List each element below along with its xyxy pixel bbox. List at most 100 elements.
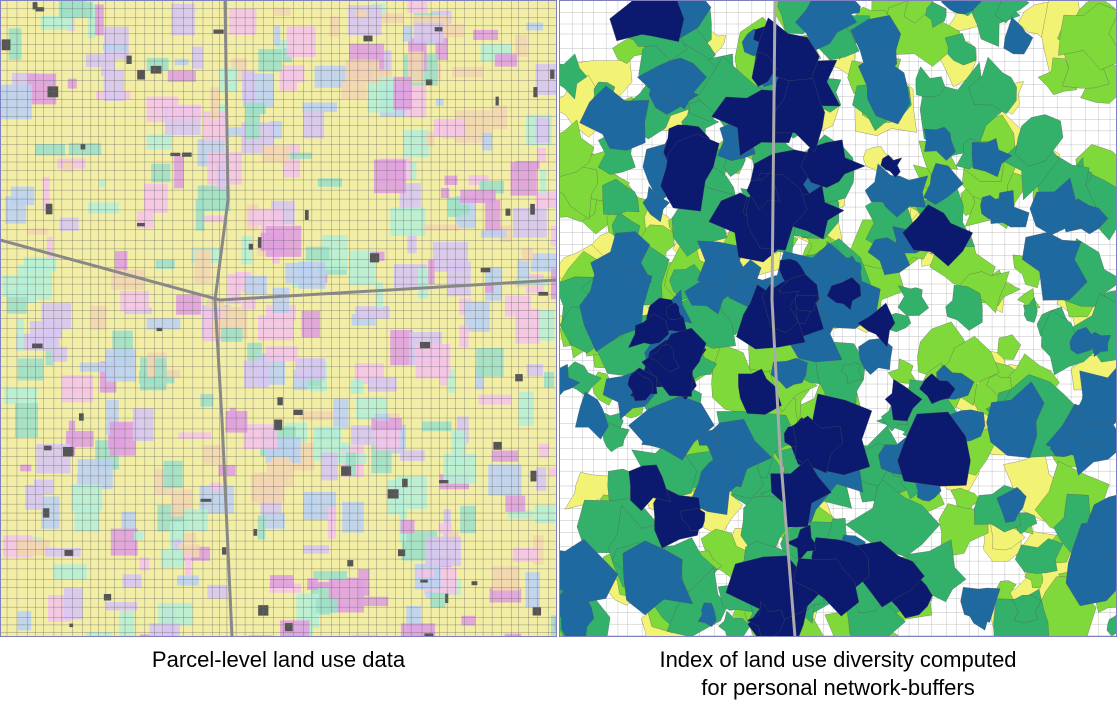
diversity-buffer — [559, 53, 588, 100]
parcel-dark — [47, 86, 59, 98]
parcel — [540, 169, 547, 195]
parcel — [77, 459, 113, 489]
parcel — [146, 318, 181, 330]
parcel — [307, 578, 319, 590]
parcel — [302, 545, 330, 554]
parcel — [526, 22, 544, 31]
parcel — [515, 308, 540, 344]
parcel — [266, 461, 294, 487]
parcel — [356, 397, 387, 417]
diversity-buffer — [1079, 366, 1117, 426]
parcel-dark — [136, 222, 145, 227]
parcel — [26, 228, 49, 235]
parcel — [440, 188, 450, 199]
highway — [770, 0, 797, 637]
parcel — [167, 104, 202, 120]
parcel — [408, 51, 424, 83]
diversity-buffer — [915, 66, 946, 98]
parcel-dark — [471, 581, 478, 586]
land-use-map — [0, 0, 557, 637]
parcel — [191, 46, 203, 69]
parcel — [244, 275, 267, 295]
parcel-dark — [277, 397, 283, 406]
parcel — [184, 553, 192, 575]
diversity-buffer — [738, 368, 782, 415]
parcel — [417, 569, 434, 577]
parcel — [407, 0, 428, 13]
parcel — [93, 4, 104, 36]
parcel-dark — [64, 549, 74, 556]
parcel — [373, 159, 406, 194]
diversity-buffer — [559, 119, 595, 177]
parcel — [243, 424, 277, 450]
parcel-dark — [170, 152, 181, 157]
parcel-dark — [495, 96, 499, 106]
diversity-buffer — [1058, 2, 1117, 71]
parcel — [265, 225, 302, 257]
parcel — [262, 145, 290, 163]
diversity-buffer — [923, 163, 964, 205]
parcel — [114, 251, 128, 270]
parcel — [452, 66, 484, 78]
parcel — [174, 538, 182, 555]
parcel — [241, 236, 253, 265]
parcel — [103, 26, 129, 60]
diversity-buffer — [925, 1, 947, 29]
parcel — [87, 3, 96, 38]
diversity-buffer — [697, 429, 720, 451]
diversity-buffer — [944, 32, 977, 66]
diversity-map — [559, 0, 1117, 637]
parcel — [219, 68, 238, 92]
parcel — [280, 620, 310, 637]
parcel — [274, 7, 291, 16]
parcel — [393, 76, 412, 110]
parcel — [543, 371, 555, 388]
parcel — [182, 532, 197, 544]
diversity-buffer — [811, 537, 870, 589]
parcel — [407, 233, 417, 254]
parcel — [41, 496, 60, 529]
parcel — [296, 593, 320, 629]
parcel-dark — [222, 547, 227, 555]
parcel — [155, 358, 167, 387]
parcel-dark — [341, 466, 352, 476]
parcel — [512, 207, 547, 238]
diversity-buffer — [579, 85, 650, 151]
parcel — [550, 225, 557, 247]
parcel — [17, 358, 44, 381]
parcel — [99, 180, 106, 187]
parcel-dark — [434, 27, 443, 32]
parcel — [504, 633, 522, 637]
parcel — [461, 615, 476, 626]
parcel-dark — [493, 441, 502, 450]
parcel — [243, 360, 269, 388]
parcel — [443, 453, 477, 484]
parcel-dark — [304, 210, 309, 220]
parcel — [400, 450, 425, 461]
diversity-buffer — [963, 588, 994, 631]
parcel — [257, 315, 294, 341]
parcel — [174, 156, 184, 189]
parcel — [480, 230, 507, 238]
diversity-buffer — [1023, 296, 1038, 323]
parcel — [299, 411, 334, 421]
diversity-buffer — [697, 602, 717, 627]
parcel — [229, 8, 257, 35]
parcel-dark — [420, 579, 428, 583]
parcel — [345, 59, 380, 83]
diversity-buffer — [858, 53, 911, 125]
parcel — [262, 513, 285, 529]
parcel — [271, 457, 289, 465]
parcel — [530, 253, 557, 272]
parcel — [109, 421, 136, 456]
parcel — [210, 87, 220, 120]
parcel — [373, 13, 403, 24]
parcel — [526, 363, 544, 377]
parcel-dark — [150, 65, 162, 74]
parcel — [245, 106, 261, 139]
diversity-buffer — [980, 195, 1008, 220]
parcel — [494, 54, 518, 67]
parcel-dark — [156, 327, 163, 332]
parcel-dark — [213, 29, 224, 34]
parcel — [438, 523, 452, 535]
